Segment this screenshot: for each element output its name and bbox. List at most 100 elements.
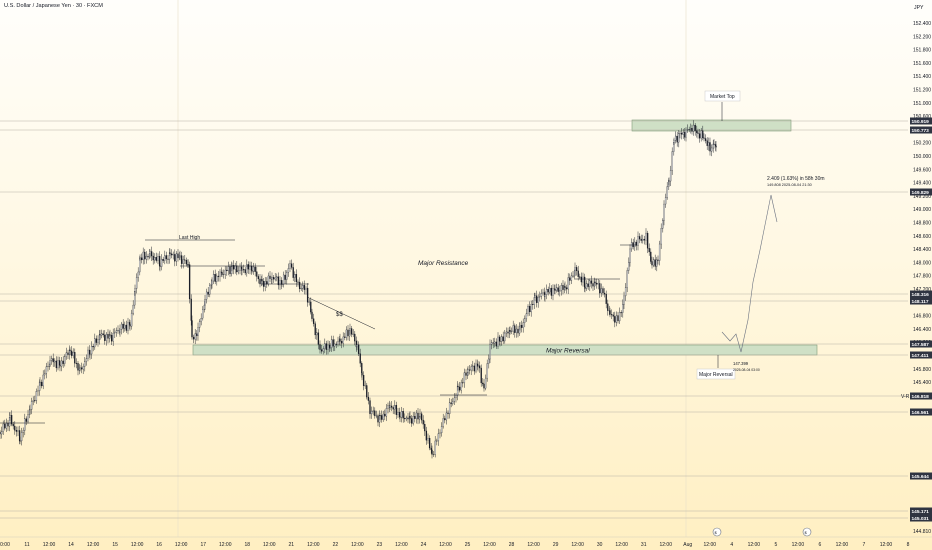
candle-body (669, 170, 672, 182)
candle-body (52, 358, 54, 363)
candle-body (197, 327, 199, 336)
price-tag-bg (910, 188, 932, 196)
candle-body (642, 238, 644, 241)
candle-body (691, 128, 693, 132)
candle-body (204, 299, 206, 306)
candle-body (85, 358, 88, 362)
candle-body (70, 350, 73, 356)
candle-body (282, 274, 285, 285)
x-tick: 12:00 (792, 542, 805, 548)
candle-body (19, 440, 21, 442)
candle-body (482, 382, 484, 385)
candle-body (694, 124, 696, 131)
candle-body (317, 332, 320, 345)
candle-body (535, 295, 538, 303)
candle-body (44, 373, 46, 376)
candle-body (55, 360, 58, 369)
projection-sublabel: 149.808 2025-08-04 21:30 (767, 183, 812, 187)
candle-body (367, 396, 370, 401)
candle-body (298, 281, 301, 289)
svg-text:$: $ (715, 530, 718, 535)
candle-body (169, 252, 171, 254)
candle-body (100, 333, 103, 336)
candle-body (704, 138, 707, 141)
candle-body (320, 349, 323, 352)
candle-body (688, 129, 690, 131)
candle-body (64, 356, 66, 364)
candle-body (507, 331, 509, 334)
candle-body (359, 353, 361, 364)
candle-body (352, 333, 354, 335)
x-tick: 18 (244, 542, 250, 548)
candle-body (256, 271, 258, 277)
candle-body (703, 137, 705, 139)
candles (0, 120, 717, 459)
candle-body (335, 343, 338, 345)
candle-body (517, 328, 519, 334)
candle-body (431, 449, 433, 455)
candle-body (77, 363, 79, 371)
candle-body (214, 274, 216, 282)
candle-body (702, 130, 704, 139)
price-tag: 145.644 (912, 474, 930, 480)
candle-body (39, 381, 41, 383)
candle-body (505, 331, 508, 334)
candle-body (525, 313, 528, 319)
candle-body (549, 287, 551, 293)
candle-body (145, 255, 148, 260)
candle-body (269, 275, 271, 279)
candle-body (277, 276, 280, 286)
candle-body (489, 344, 491, 360)
candle-body (234, 265, 236, 270)
candle-body (115, 330, 118, 333)
candle-body (311, 311, 313, 319)
candle-body (211, 280, 213, 285)
candle-body (592, 283, 594, 287)
candle-body (392, 407, 394, 410)
candle-body (87, 349, 89, 359)
candle-body (550, 287, 553, 296)
candle-body (274, 277, 276, 280)
candle-body (651, 261, 653, 266)
candle-body (120, 323, 123, 330)
candle-body (706, 140, 708, 146)
candle-body (188, 264, 191, 300)
candle-body (174, 254, 176, 262)
reversal-label-box (696, 368, 736, 380)
candle-body (552, 288, 554, 296)
candle-body (194, 333, 196, 340)
candle-body (463, 372, 466, 383)
candle-body (657, 259, 659, 261)
candle-body (450, 402, 452, 404)
y-tick: 146.400 (913, 327, 931, 333)
candle-body (5, 422, 8, 429)
x-tick: 12:00 (880, 542, 893, 548)
candle-body (20, 432, 23, 442)
candle-body (347, 329, 349, 337)
candle-body (314, 323, 316, 336)
x-tick: 12:00 (351, 542, 364, 548)
candle-body (316, 332, 318, 336)
candle-body (196, 333, 198, 336)
x-tick: 12:00 (527, 542, 540, 548)
x-tick: 22 (333, 542, 339, 548)
candle-body (530, 304, 532, 313)
candle-body (663, 203, 665, 221)
x-tick: 12:00 (395, 542, 408, 548)
x-tick: 5 (774, 542, 777, 548)
candle-body (452, 401, 454, 404)
candle-body (567, 277, 569, 290)
candle-body (80, 367, 83, 370)
y-tick: 148.400 (913, 247, 931, 253)
y-tick: 147.800 (913, 274, 931, 280)
candle-body (444, 418, 446, 421)
candle-body (412, 416, 414, 424)
candle-body (175, 253, 178, 262)
candle-body (589, 280, 591, 287)
candle-body (289, 263, 291, 269)
candle-body (247, 264, 250, 270)
candle-body (676, 135, 678, 143)
candle-body (312, 318, 315, 324)
x-tick: 31 (641, 542, 647, 548)
